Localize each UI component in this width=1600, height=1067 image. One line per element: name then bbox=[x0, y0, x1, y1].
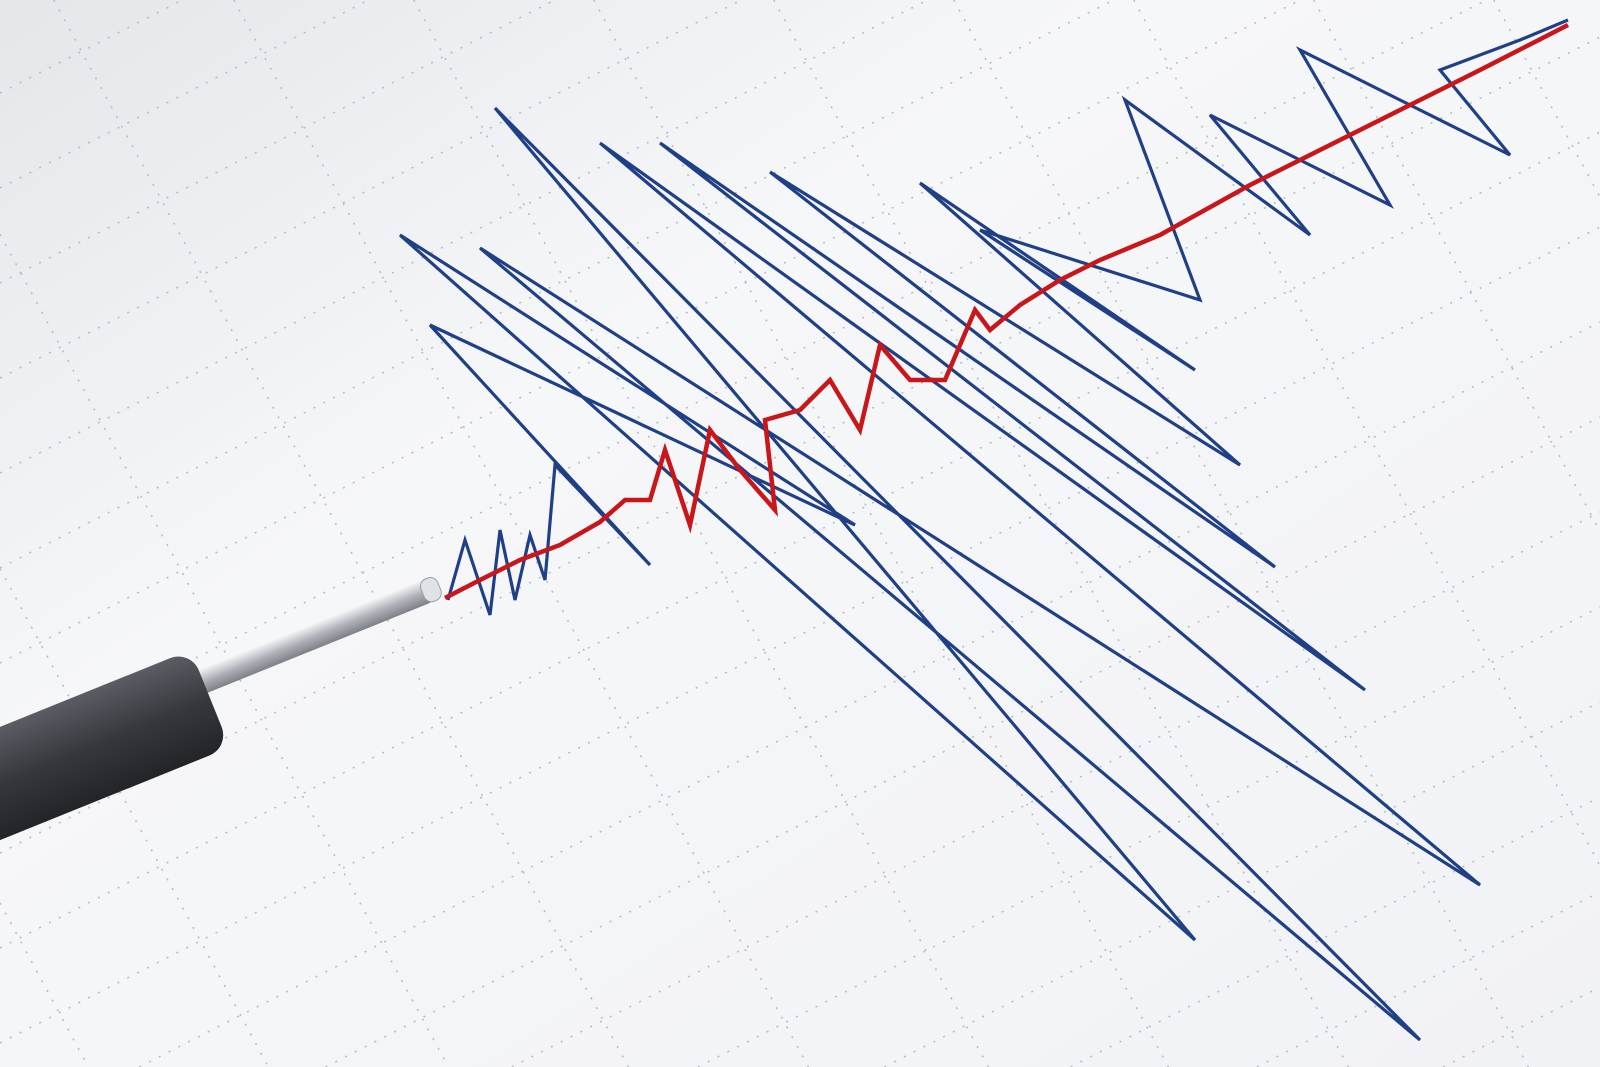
grid-line bbox=[0, 36, 1600, 854]
seismic-trace-red bbox=[443, 22, 1570, 601]
seismic-trace-blue bbox=[398, 18, 1569, 1042]
grid-line bbox=[0, 0, 1301, 664]
grid-line bbox=[953, 0, 1530, 1067]
grid-line bbox=[413, 0, 990, 1067]
grid-line bbox=[0, 226, 1600, 1044]
pen-tip bbox=[420, 577, 442, 603]
grid-line bbox=[697, 606, 1600, 1067]
pen-body bbox=[0, 656, 224, 865]
grid-line bbox=[0, 902, 90, 1067]
grid-line bbox=[325, 416, 1600, 1067]
grid-line bbox=[0, 131, 1600, 949]
grid-line bbox=[1493, 0, 1600, 198]
grid-line bbox=[593, 0, 1170, 1067]
grid-line bbox=[0, 0, 183, 94]
pen-rod bbox=[195, 580, 433, 693]
grid-line bbox=[883, 701, 1600, 1067]
grid-line bbox=[53, 0, 630, 1067]
grid-line bbox=[0, 0, 742, 379]
pen-icon bbox=[0, 577, 442, 865]
grid-line bbox=[1442, 986, 1600, 1067]
grid-line bbox=[1313, 0, 1600, 532]
grid-line bbox=[233, 0, 810, 1067]
grid-line bbox=[1070, 796, 1600, 1067]
grid-line bbox=[1256, 891, 1600, 1067]
